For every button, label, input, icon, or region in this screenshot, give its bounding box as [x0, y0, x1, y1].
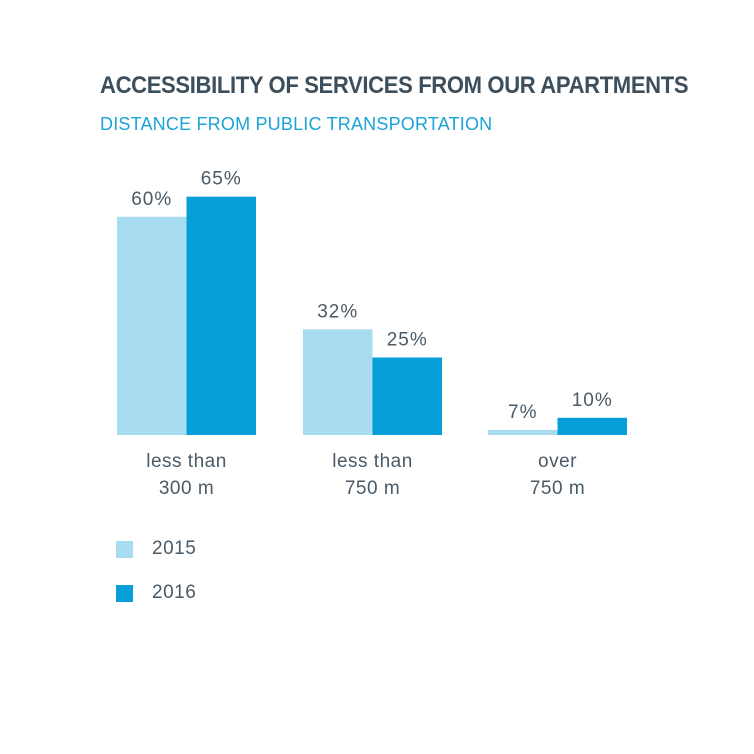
bar-2016-0 [186, 196, 256, 435]
legend-swatch-2015 [116, 540, 133, 558]
bar-2015-0 [117, 216, 187, 435]
data-label-2016-2: 10% [572, 390, 613, 411]
data-label-2015-2: 7% [508, 402, 537, 423]
category-label-2-line-1: 750 m [530, 478, 585, 499]
bar-2016-1 [372, 357, 442, 435]
bar-2015-1 [303, 329, 373, 435]
data-label-2015-1: 32% [317, 301, 358, 322]
data-label-2016-0: 65% [201, 169, 242, 190]
legend-item-2016: 2016 [116, 582, 196, 604]
category-label-0-line-1: 300 m [159, 478, 214, 499]
legend-label-2015: 2015 [152, 538, 197, 559]
bar-2015-2 [488, 429, 558, 435]
category-label-0-line-0: less than [146, 451, 227, 472]
chart-subtitle: DISTANCE FROM PUBLIC TRANSPORTATION [100, 114, 493, 134]
data-label-2015-0: 60% [131, 189, 172, 210]
legend-label-2016: 2016 [152, 582, 197, 603]
legend-swatch-2016 [116, 584, 133, 602]
category-label-1-line-1: 750 m [345, 478, 400, 499]
category-label-2-line-0: over [538, 451, 577, 472]
category-label-1-line-0: less than [332, 451, 413, 472]
chart-title: ACCESSIBILITY OF SERVICES FROM OUR APART… [100, 72, 689, 99]
data-label-2016-1: 25% [387, 330, 428, 351]
bar-2016-2 [557, 417, 627, 435]
legend-item-2015: 2015 [116, 538, 196, 560]
